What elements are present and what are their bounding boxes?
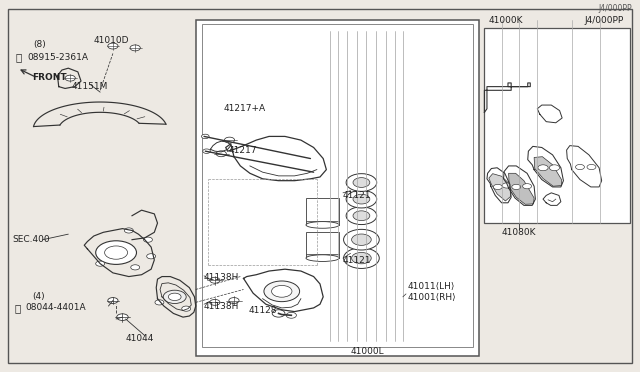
Circle shape (216, 151, 227, 157)
Text: 41080K: 41080K (502, 228, 536, 237)
Circle shape (353, 194, 370, 204)
Text: 41121: 41121 (343, 191, 371, 200)
Ellipse shape (306, 255, 339, 262)
Text: 41138H: 41138H (204, 302, 239, 311)
Circle shape (587, 164, 596, 170)
Circle shape (143, 237, 152, 242)
Text: 41010D: 41010D (94, 36, 129, 45)
Circle shape (575, 164, 584, 170)
Text: Ⓑ: Ⓑ (14, 303, 20, 313)
Text: 41128: 41128 (248, 307, 277, 315)
Circle shape (168, 293, 181, 301)
Circle shape (523, 184, 532, 189)
Circle shape (272, 310, 285, 317)
Circle shape (202, 134, 209, 139)
Circle shape (108, 43, 118, 49)
Text: 41044: 41044 (125, 334, 154, 343)
Circle shape (225, 137, 235, 143)
Text: 08044-4401A: 08044-4401A (26, 304, 86, 312)
Circle shape (124, 228, 133, 233)
Circle shape (163, 290, 186, 304)
Circle shape (264, 281, 300, 302)
Text: ⓜ: ⓜ (15, 52, 22, 62)
Bar (484, 28, 630, 223)
Circle shape (346, 174, 377, 191)
Bar (306, 198, 339, 225)
Text: 41001⟨RH⟩: 41001⟨RH⟩ (407, 293, 456, 302)
Circle shape (512, 185, 521, 189)
Bar (306, 231, 339, 258)
Text: 41138H: 41138H (204, 273, 239, 282)
Circle shape (108, 298, 118, 304)
Circle shape (286, 312, 296, 318)
Circle shape (155, 300, 164, 305)
Circle shape (346, 190, 377, 208)
Text: 41000L: 41000L (351, 347, 384, 356)
Circle shape (130, 45, 140, 51)
Circle shape (502, 183, 511, 188)
Circle shape (96, 241, 136, 264)
Text: 41217+A: 41217+A (223, 104, 265, 113)
Text: J4/000PP: J4/000PP (598, 4, 632, 13)
Circle shape (229, 298, 239, 304)
Circle shape (346, 207, 377, 225)
Circle shape (96, 261, 104, 266)
Ellipse shape (306, 222, 339, 228)
Circle shape (351, 234, 371, 246)
Circle shape (271, 285, 292, 297)
Circle shape (353, 211, 370, 221)
Text: 08915-2361A: 08915-2361A (27, 52, 88, 62)
Circle shape (549, 165, 559, 171)
Circle shape (210, 299, 220, 305)
Bar (196, 20, 479, 356)
Text: SEC.400: SEC.400 (13, 235, 51, 244)
Circle shape (351, 253, 371, 264)
Text: 41151M: 41151M (72, 82, 108, 91)
Text: 41121: 41121 (343, 256, 371, 265)
Circle shape (493, 185, 502, 189)
Circle shape (210, 277, 220, 283)
Bar (306, 221, 339, 225)
Bar (306, 254, 339, 258)
Circle shape (344, 230, 380, 250)
Circle shape (65, 75, 76, 81)
Circle shape (344, 248, 380, 269)
Polygon shape (489, 174, 511, 201)
Circle shape (104, 246, 127, 259)
Circle shape (203, 149, 211, 153)
Circle shape (116, 314, 128, 320)
Text: (4): (4) (32, 292, 45, 301)
Circle shape (182, 306, 191, 311)
Text: (8): (8) (33, 40, 46, 49)
Text: 41217: 41217 (229, 145, 257, 154)
Circle shape (147, 254, 156, 259)
Circle shape (131, 265, 140, 270)
Text: 41011⟨LH⟩: 41011⟨LH⟩ (407, 282, 454, 291)
Text: 41000K: 41000K (489, 16, 524, 25)
Circle shape (538, 165, 548, 171)
Text: FRONT: FRONT (32, 73, 67, 82)
Polygon shape (534, 157, 561, 186)
Polygon shape (509, 173, 534, 204)
Circle shape (353, 178, 370, 187)
Text: J4/000PP: J4/000PP (584, 16, 624, 25)
Bar (202, 24, 473, 347)
